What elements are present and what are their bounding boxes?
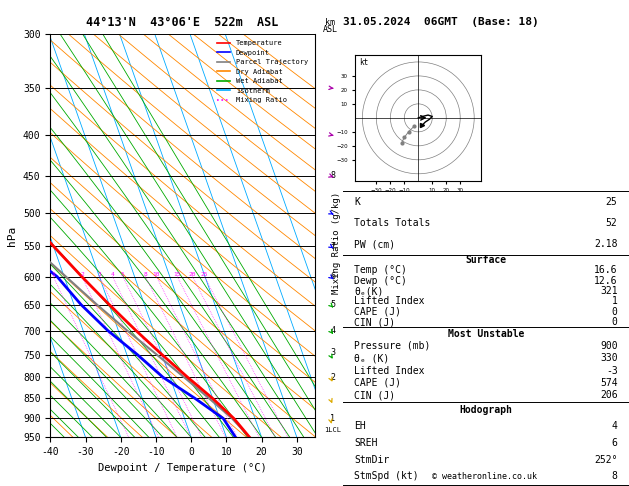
- Text: kt: kt: [360, 58, 369, 67]
- Text: 12.6: 12.6: [594, 276, 618, 286]
- Text: 1: 1: [611, 296, 618, 307]
- X-axis label: Dewpoint / Temperature (°C): Dewpoint / Temperature (°C): [98, 463, 267, 473]
- Text: 8: 8: [143, 272, 147, 277]
- Text: 321: 321: [600, 286, 618, 296]
- Text: Lifted Index: Lifted Index: [354, 296, 425, 307]
- Legend: Temperature, Dewpoint, Parcel Trajectory, Dry Adiabat, Wet Adiabat, Isotherm, Mi: Temperature, Dewpoint, Parcel Trajectory…: [214, 37, 311, 106]
- Text: 52: 52: [606, 218, 618, 228]
- Text: K: K: [354, 197, 360, 207]
- Text: 206: 206: [600, 390, 618, 400]
- Text: CAPE (J): CAPE (J): [354, 307, 401, 317]
- Text: PW (cm): PW (cm): [354, 239, 396, 249]
- Text: θₑ(K): θₑ(K): [354, 286, 384, 296]
- Text: Hodograph: Hodograph: [459, 405, 513, 415]
- Text: Totals Totals: Totals Totals: [354, 218, 431, 228]
- Text: EH: EH: [354, 421, 366, 432]
- Text: 3: 3: [330, 348, 335, 357]
- Text: -3: -3: [606, 365, 618, 376]
- Text: Surface: Surface: [465, 255, 506, 265]
- Text: 31.05.2024  06GMT  (Base: 18): 31.05.2024 06GMT (Base: 18): [343, 17, 538, 27]
- Text: 1: 1: [52, 272, 55, 277]
- Text: Temp (°C): Temp (°C): [354, 265, 407, 276]
- Text: 3: 3: [97, 272, 101, 277]
- Text: 900: 900: [600, 341, 618, 351]
- Text: 7: 7: [330, 242, 335, 251]
- Text: 0: 0: [611, 307, 618, 317]
- Text: 4: 4: [111, 272, 114, 277]
- Text: 330: 330: [600, 353, 618, 363]
- Text: 25: 25: [606, 197, 618, 207]
- Text: Dewp (°C): Dewp (°C): [354, 276, 407, 286]
- Text: CIN (J): CIN (J): [354, 390, 396, 400]
- Text: 5: 5: [330, 300, 335, 309]
- Text: ASL: ASL: [323, 25, 338, 34]
- Title: 44°13'N  43°06'E  522m  ASL: 44°13'N 43°06'E 522m ASL: [86, 16, 279, 29]
- Text: 6: 6: [330, 272, 335, 281]
- Text: © weatheronline.co.uk: © weatheronline.co.uk: [432, 472, 537, 481]
- Text: 16.6: 16.6: [594, 265, 618, 276]
- Text: 4: 4: [611, 421, 618, 432]
- Text: 0: 0: [611, 317, 618, 327]
- Text: 252°: 252°: [594, 454, 618, 465]
- Text: CIN (J): CIN (J): [354, 317, 396, 327]
- Text: Pressure (mb): Pressure (mb): [354, 341, 431, 351]
- Text: Most Unstable: Most Unstable: [448, 329, 524, 339]
- Text: StmSpd (kt): StmSpd (kt): [354, 471, 419, 481]
- Text: 2: 2: [80, 272, 84, 277]
- Text: Mixing Ratio (g/kg): Mixing Ratio (g/kg): [332, 192, 341, 294]
- Text: 5: 5: [121, 272, 125, 277]
- Text: Lifted Index: Lifted Index: [354, 365, 425, 376]
- Text: θₑ (K): θₑ (K): [354, 353, 389, 363]
- Text: 6: 6: [611, 438, 618, 448]
- Y-axis label: hPa: hPa: [8, 226, 18, 246]
- Text: km: km: [325, 17, 335, 27]
- Text: 15: 15: [174, 272, 181, 277]
- Text: 1LCL: 1LCL: [324, 427, 342, 433]
- Text: SREH: SREH: [354, 438, 378, 448]
- Text: 25: 25: [201, 272, 208, 277]
- Text: 10: 10: [153, 272, 160, 277]
- Text: 2: 2: [330, 373, 335, 382]
- Text: CAPE (J): CAPE (J): [354, 378, 401, 388]
- Text: 1: 1: [330, 414, 335, 423]
- Text: StmDir: StmDir: [354, 454, 389, 465]
- Text: 8: 8: [330, 172, 335, 180]
- Text: 2.18: 2.18: [594, 239, 618, 249]
- Text: 8: 8: [611, 471, 618, 481]
- Text: 4: 4: [330, 326, 335, 335]
- Text: 20: 20: [189, 272, 196, 277]
- Text: 574: 574: [600, 378, 618, 388]
